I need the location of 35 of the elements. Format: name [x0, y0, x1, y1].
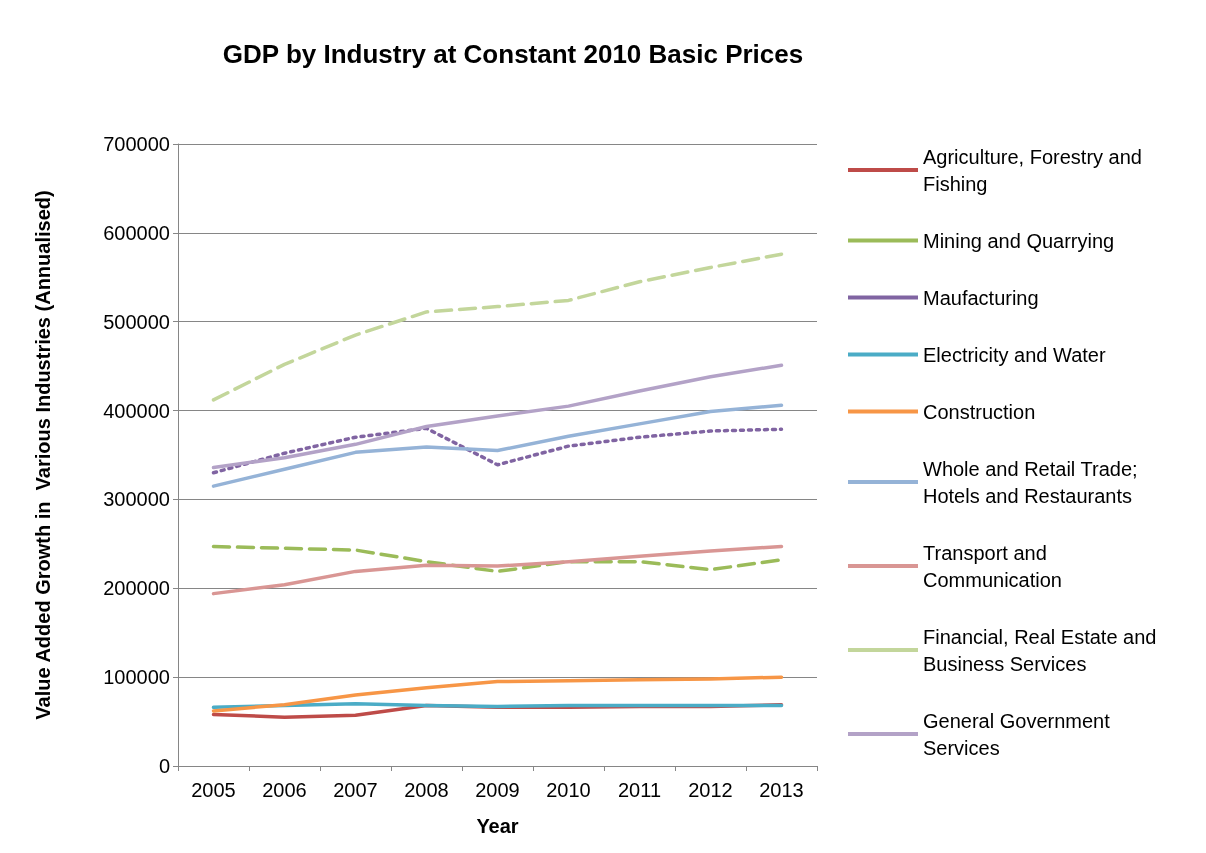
y-tick-label: 600000 — [103, 221, 170, 244]
x-tick-label: 2011 — [617, 779, 662, 801]
legend-label: Mining and Quarrying — [923, 229, 1115, 252]
y-tick-label: 500000 — [103, 310, 170, 333]
line-series — [211, 363, 784, 470]
y-axis-title: Value Added Growth in Various Industries (Annualised) — [32, 190, 54, 720]
y-tick-label: 200000 — [103, 577, 170, 600]
x-tick-label: 2008 — [404, 779, 449, 801]
x-tick-label: 2005 — [191, 779, 236, 801]
legend-label: General Government Services — [923, 709, 1116, 759]
legend-label: Maufacturing — [923, 286, 1039, 309]
x-tick-label: 2010 — [546, 779, 591, 801]
x-tick-label: 2007 — [333, 779, 378, 801]
y-tick-label: 0 — [158, 755, 170, 777]
legend-label: Electricity and Water — [923, 343, 1106, 366]
y-tick-label: 300000 — [103, 488, 170, 511]
line-series — [211, 403, 784, 488]
legend-label: Financial, Real Estate and Business Services — [923, 625, 1163, 675]
x-tick-label: 2013 — [759, 779, 804, 801]
y-tick-label: 400000 — [103, 399, 170, 422]
x-tick-label: 2009 — [475, 779, 520, 801]
legend-label: Whole and Retail Trade; Hotels and Restaurants — [923, 457, 1144, 507]
x-axis-title: Year — [476, 815, 519, 837]
y-tick-label: 700000 — [103, 133, 170, 155]
legend-label: Agriculture, Forestry and Fishing — [923, 145, 1148, 195]
x-tick-label: 2006 — [262, 779, 307, 801]
line-series — [211, 675, 784, 713]
chart-title: GDP by Industry at Constant 2010 Basic Prices — [222, 39, 804, 69]
y-tick-label: 100000 — [103, 666, 170, 689]
line-series — [211, 252, 784, 402]
x-tick-label: 2012 — [688, 779, 733, 801]
line-series — [211, 426, 784, 475]
legend-label: Transport and Communication — [923, 541, 1062, 591]
legend-label: Construction — [923, 400, 1036, 423]
line-series — [211, 544, 784, 596]
